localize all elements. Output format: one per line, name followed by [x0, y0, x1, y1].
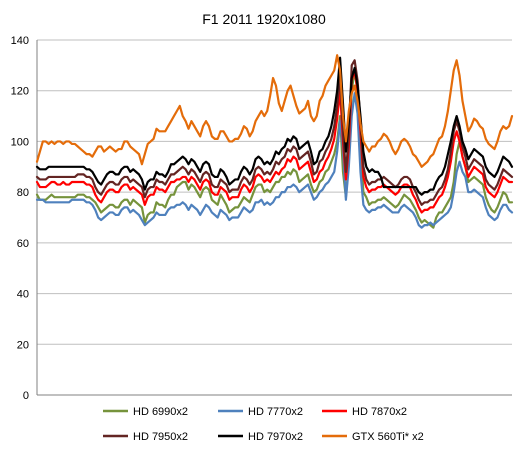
- legend-label-hd-7970x2: HD 7970x2: [248, 431, 303, 443]
- legend: HD 6990x2 HD 7770x2 HD 7870x2 HD 7950x2 HD 7…: [103, 406, 424, 443]
- y-tick-label: 100: [11, 136, 29, 148]
- legend-label-hd-7870x2: HD 7870x2: [352, 406, 407, 418]
- y-tick-label: 140: [11, 35, 29, 47]
- legend-label-gtx-560ti-x2: GTX 560Ti* x2: [352, 431, 424, 443]
- legend-label-hd-7770x2: HD 7770x2: [248, 406, 303, 418]
- series-line-hd-6990x2: [35, 69, 514, 229]
- series-lines: [35, 54, 514, 229]
- y-tick-label: 0: [23, 390, 29, 402]
- y-tick-label: 60: [17, 238, 29, 250]
- y-tick-label: 80: [17, 187, 29, 199]
- y-tick-label: 40: [17, 289, 29, 301]
- series-line-hd-7950x2: [35, 59, 514, 206]
- y-tick-label: 20: [17, 339, 29, 351]
- legend-label-hd-6990x2: HD 6990x2: [133, 406, 188, 418]
- series-line-hd-7770x2: [35, 92, 514, 229]
- y-tick-label: 120: [11, 86, 29, 98]
- series-line-gtx-560ti-x2: [35, 54, 514, 168]
- legend-label-hd-7950x2: HD 7950x2: [133, 431, 188, 443]
- chart-title: F1 2011 1920x1080: [202, 11, 326, 27]
- axes: 0 20 40 60 80 100 120 140: [11, 35, 512, 402]
- series-line-hd-7970x2: [35, 56, 514, 196]
- series-line-hd-7870x2: [35, 69, 514, 214]
